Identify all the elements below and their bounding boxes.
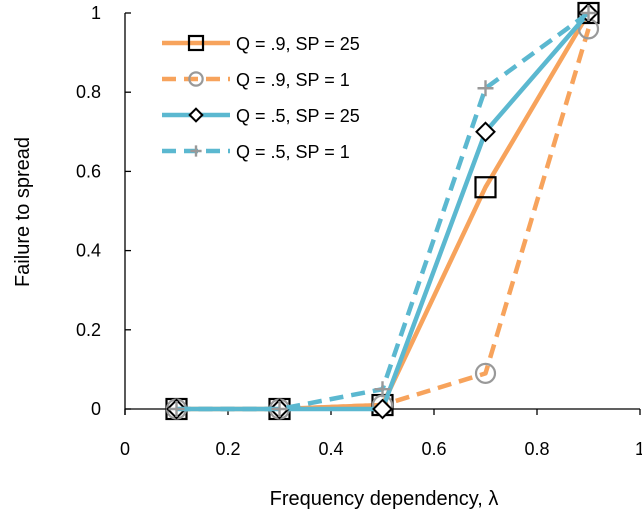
x-tick-label: 1 (635, 439, 642, 459)
y-tick-label: 1 (91, 3, 101, 23)
data-point (580, 5, 597, 21)
legend-item: Q = .5, SP = 1 (162, 142, 350, 162)
data-point (271, 401, 288, 417)
data-point (168, 401, 185, 417)
legend-item: Q = .9, SP = 1 (162, 70, 350, 90)
legend-label: Q = .5, SP = 25 (236, 106, 360, 126)
legend-marker (190, 145, 202, 157)
legend-item: Q = .9, SP = 25 (162, 34, 360, 54)
y-tick-label: 0 (91, 399, 101, 419)
data-point (474, 362, 497, 384)
data-point (477, 80, 494, 97)
x-tick-label: 0 (120, 439, 130, 459)
series-group (168, 5, 597, 417)
y-tick-label: 0.6 (76, 161, 101, 181)
x-tick-label: 0.4 (318, 439, 343, 459)
data-point (374, 381, 391, 398)
x-tick-label: 0.6 (421, 439, 446, 459)
legend-label: Q = .5, SP = 1 (236, 142, 350, 162)
x-tick-label: 0.2 (215, 439, 240, 459)
legend-marker (187, 34, 205, 52)
legend-marker (188, 107, 204, 123)
series-group (166, 2, 599, 420)
series-group (165, 1, 600, 421)
y-tick-label: 0.8 (76, 82, 101, 102)
y-tick-label: 0.4 (76, 241, 101, 261)
legend: Q = .9, SP = 25 Q = .9, SP = 1 Q = .5, SP … (162, 34, 360, 162)
series-layer (165, 1, 600, 421)
axes: 0 0.2 0.4 0.6 0.8 1 0 0.2 0.4 0.6 0.8 1 (76, 3, 642, 459)
x-tick-label: 0.8 (524, 439, 549, 459)
legend-label: Q = .9, SP = 1 (236, 70, 350, 90)
x-axis-label: Frequency dependency, λ (270, 488, 499, 510)
data-point (474, 176, 497, 199)
legend-item: Q = .5, SP = 25 (162, 106, 360, 126)
y-tick-label: 0.2 (76, 320, 101, 340)
legend-marker (188, 71, 204, 87)
y-axis-label: Failure to spread (12, 137, 34, 287)
legend-label: Q = .9, SP = 25 (236, 34, 360, 54)
data-point (475, 121, 496, 143)
data-point (372, 398, 393, 420)
